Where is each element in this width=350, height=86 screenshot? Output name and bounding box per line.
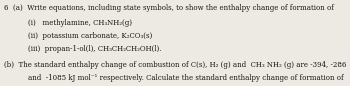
Text: and  -1085 kJ mol⁻¹ respectively. Calculate the standard enthalpy change of form: and -1085 kJ mol⁻¹ respectively. Calcula… — [28, 74, 344, 82]
Text: (b)  The standard enthalpy change of combustion of C(s), H₂ (g) and  CH₃ NH₂ (g): (b) The standard enthalpy change of comb… — [4, 61, 346, 69]
Text: (ii)  potassium carbonate, K₂CO₃(s): (ii) potassium carbonate, K₂CO₃(s) — [28, 32, 152, 40]
Text: (i)   methylamine, CH₃NH₂(g): (i) methylamine, CH₃NH₂(g) — [28, 19, 132, 27]
Text: (iii)  propan-1-ol(l), CH₃CH₂CH₂OH(l).: (iii) propan-1-ol(l), CH₃CH₂CH₂OH(l). — [28, 45, 161, 53]
Text: 6  (a)  Write equations, including state symbols, to show the enthalpy change of: 6 (a) Write equations, including state s… — [4, 4, 334, 12]
